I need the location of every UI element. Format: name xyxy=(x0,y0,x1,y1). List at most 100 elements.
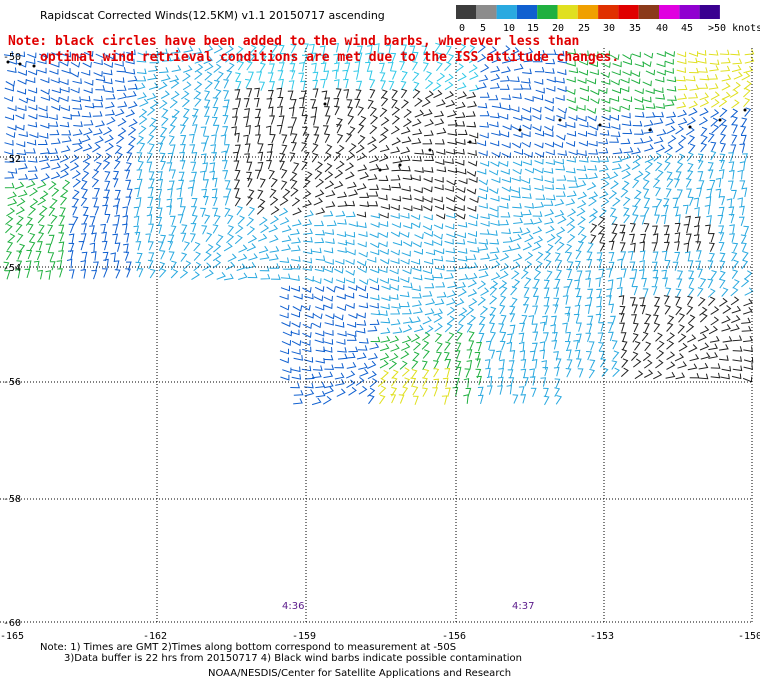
wind-barb xyxy=(39,205,48,215)
wind-barb xyxy=(403,317,413,324)
wind-barb xyxy=(687,260,694,270)
wind-barb xyxy=(26,148,36,154)
wind-barb xyxy=(424,90,434,100)
wind-barb xyxy=(666,177,674,188)
wind-barb xyxy=(423,214,433,221)
wind-barb xyxy=(677,270,684,280)
wind-barb xyxy=(204,99,211,109)
wind-barb xyxy=(68,233,75,244)
wind-barb xyxy=(600,198,610,207)
wind-barb xyxy=(269,115,276,125)
wind-barb xyxy=(390,319,401,326)
wind-barb xyxy=(380,327,391,335)
wind-barb xyxy=(325,238,335,245)
wind-barb xyxy=(314,170,323,180)
wind-barb xyxy=(227,225,235,235)
wind-barb xyxy=(60,163,70,173)
wind-barb xyxy=(112,224,119,234)
wind-barb xyxy=(61,51,71,58)
wind-barb xyxy=(400,277,410,283)
wind-barb xyxy=(60,188,69,198)
wind-barb xyxy=(445,223,455,230)
wind-barb xyxy=(81,135,91,143)
wind-barb xyxy=(567,223,576,234)
wind-barb xyxy=(609,54,620,61)
wind-barb xyxy=(535,87,545,94)
wind-barb xyxy=(656,198,663,208)
wind-barb xyxy=(434,42,441,53)
wind-barb xyxy=(102,160,111,170)
wind-barb xyxy=(336,231,347,238)
wind-barb xyxy=(211,177,218,188)
wind-barb xyxy=(424,155,434,162)
wind-barb xyxy=(674,353,685,362)
wind-barb xyxy=(47,224,54,234)
wind-barb xyxy=(534,79,544,85)
wind-barb xyxy=(688,344,698,353)
wind-barb xyxy=(639,260,645,270)
wind-barb xyxy=(721,287,729,297)
wind-barb xyxy=(381,284,391,291)
wind-barb xyxy=(502,245,513,253)
wind-barb xyxy=(158,261,166,272)
wind-barb xyxy=(337,353,348,360)
wind-barb xyxy=(126,49,136,56)
wind-barb xyxy=(721,365,732,372)
wind-barb xyxy=(292,305,303,312)
wind-barb xyxy=(490,331,496,342)
wind-barb xyxy=(475,358,481,368)
wind-barb xyxy=(424,308,435,316)
wind-barb xyxy=(227,253,237,262)
wind-barb xyxy=(59,215,66,225)
wind-barb xyxy=(236,53,245,64)
wind-barb xyxy=(627,250,634,261)
footnote-line1: Note: 1) Times are GMT 2)Times along bot… xyxy=(40,642,456,653)
wind-barb xyxy=(345,43,351,53)
wind-barb xyxy=(468,298,478,307)
wind-barb xyxy=(555,395,563,405)
wind-barb xyxy=(545,159,556,166)
wind-barb xyxy=(687,334,697,343)
wind-barb xyxy=(509,324,516,335)
wind-barb xyxy=(244,153,250,163)
wind-barb xyxy=(700,126,708,137)
wind-barb xyxy=(51,105,61,111)
wind-barb xyxy=(467,279,477,288)
wind-barb xyxy=(26,77,36,84)
wind-barb xyxy=(554,50,565,57)
wind-barb xyxy=(458,307,468,317)
wind-barb xyxy=(323,152,332,162)
wind-barb xyxy=(104,189,111,199)
wind-barb xyxy=(414,167,424,173)
wind-barb xyxy=(675,372,686,380)
wind-barb xyxy=(370,294,380,301)
wind-barb xyxy=(641,277,647,288)
wind-barb xyxy=(544,259,552,270)
wind-barb xyxy=(423,130,434,137)
wind-barb xyxy=(619,322,625,332)
wind-barb xyxy=(720,142,726,153)
wind-barb xyxy=(125,196,132,206)
wind-barb xyxy=(620,138,631,145)
wind-barb xyxy=(331,69,338,80)
longitude-labels: -165 -162 -159 -156 -153 -150 xyxy=(0,631,760,642)
wind-barb xyxy=(424,325,434,334)
wind-barb xyxy=(337,239,348,246)
wind-barb xyxy=(369,155,379,164)
wind-barb xyxy=(589,359,596,369)
wind-barb xyxy=(455,159,465,166)
wind-barb xyxy=(381,184,392,191)
wind-barb xyxy=(29,241,36,251)
wind-barb xyxy=(645,69,656,76)
wind-barb xyxy=(575,260,581,271)
wind-barb xyxy=(457,255,468,262)
wind-barb xyxy=(622,70,632,77)
wind-barb xyxy=(599,130,610,136)
wind-barb xyxy=(598,208,607,218)
wind-barb xyxy=(127,126,137,136)
legend-swatch xyxy=(476,5,497,19)
wind-barb xyxy=(446,306,456,316)
wind-barb xyxy=(542,315,548,326)
wind-barb xyxy=(732,335,743,342)
wind-barb xyxy=(632,120,643,127)
